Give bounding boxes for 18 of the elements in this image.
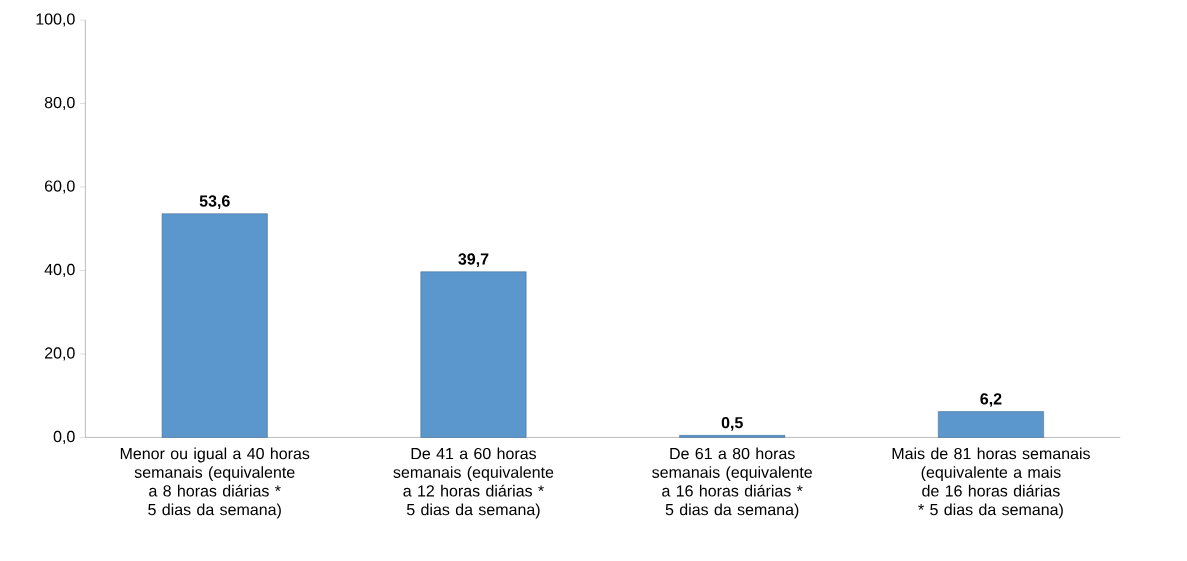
- bar: [420, 271, 527, 438]
- data-label: 53,6: [199, 195, 230, 209]
- y-tick-label: 40,0: [44, 263, 75, 277]
- data-label: 39,7: [458, 253, 489, 267]
- y-tick-label: 80,0: [44, 96, 75, 110]
- x-tick-label: De 61 a 80 horas semanais (equivalente a 16 horas diárias * 5 dias da semana): [652, 447, 812, 519]
- data-label: 0,5: [721, 416, 743, 431]
- x-tick-label: De 41 a 60 horas semanais (equivalente a 12 horas diárias * 5 dias da semana): [393, 447, 554, 519]
- bar: [161, 213, 268, 438]
- y-tick-label: 20,0: [44, 347, 75, 361]
- y-tick-label: 60,0: [44, 180, 75, 194]
- x-tick-label: Menor ou igual a 40 horas semanais (equivalente a 8 horas diárias * 5 dias da semana): [120, 447, 310, 519]
- data-label: 6,2: [980, 392, 1002, 407]
- y-tick-label: 100,0: [36, 13, 75, 27]
- y-tick-label: 0,0: [53, 430, 75, 444]
- bar: [679, 434, 786, 438]
- bar: [937, 411, 1044, 438]
- x-tick-label: Mais de 81 horas semanais (equivalente a mais de 16 horas diárias * 5 dias da semana): [892, 447, 1090, 519]
